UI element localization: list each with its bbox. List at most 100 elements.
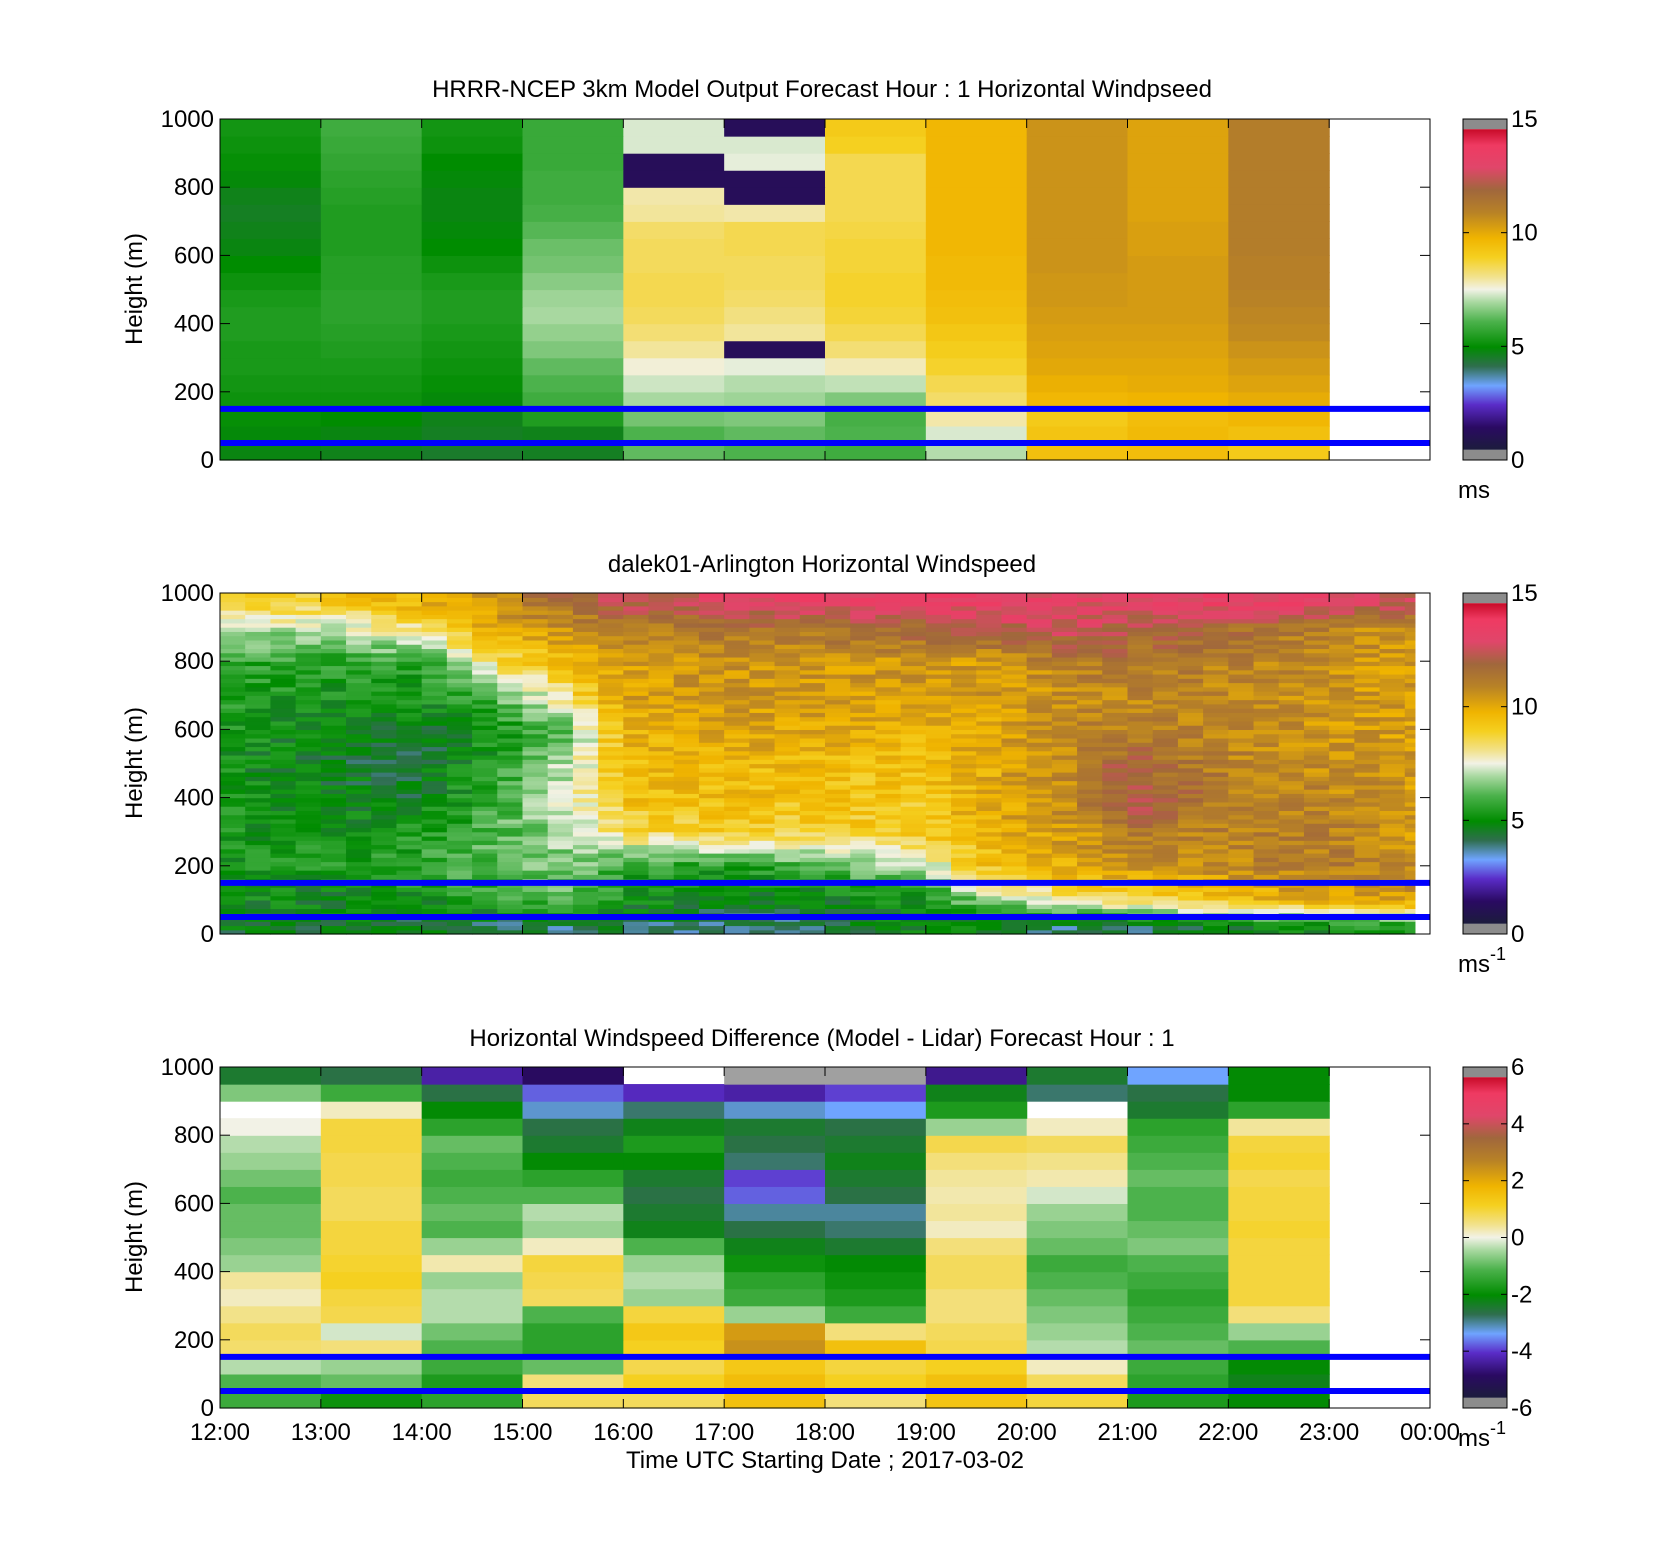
heatmap-cell <box>1278 754 1305 760</box>
heatmap-cell <box>850 627 877 632</box>
heatmap-cell <box>1404 669 1416 675</box>
heatmap-cell <box>270 695 297 701</box>
heatmap-cell <box>1102 908 1129 914</box>
heatmap-cell <box>220 1356 322 1375</box>
heatmap-cell <box>825 891 851 897</box>
heatmap-cell <box>749 835 776 841</box>
heatmap-cell <box>1102 793 1129 799</box>
heatmap-cell <box>673 759 700 765</box>
heatmap-cell <box>220 119 322 137</box>
heatmap-cell <box>1329 652 1355 658</box>
heatmap-cell <box>346 691 372 696</box>
heatmap-cell <box>724 665 750 671</box>
heatmap-cell <box>1177 708 1204 713</box>
heatmap-cell <box>799 925 826 931</box>
heatmap-cell <box>547 929 574 935</box>
heatmap-cell <box>1379 823 1406 829</box>
heatmap-cell <box>1228 1288 1330 1307</box>
heatmap-cell <box>900 661 927 667</box>
heatmap-cell <box>648 831 675 837</box>
heatmap-cell <box>623 119 725 137</box>
heatmap-cell <box>1177 865 1204 871</box>
heatmap-cell <box>1051 891 1078 897</box>
heatmap-cell <box>698 784 725 790</box>
heatmap-cell <box>1203 716 1229 722</box>
heatmap-cell <box>371 861 398 867</box>
heatmap-cell <box>472 725 498 730</box>
heatmap-cell <box>346 925 372 931</box>
heatmap-cell <box>925 669 952 675</box>
heatmap-cell <box>1228 780 1255 786</box>
heatmap-cell <box>1203 874 1229 880</box>
heatmap-cell <box>1026 925 1053 931</box>
heatmap-cell <box>522 1237 624 1256</box>
heatmap-cell <box>825 750 851 756</box>
heatmap-cell <box>1177 929 1204 935</box>
heatmap-cell <box>900 678 927 684</box>
heatmap-cell <box>295 921 322 927</box>
heatmap-cell <box>951 669 977 675</box>
heatmap-cell <box>925 593 952 598</box>
heatmap-cell <box>270 929 297 935</box>
heatmap-cell <box>925 720 952 726</box>
heatmap-cell <box>1177 789 1204 794</box>
heatmap-cell <box>522 776 549 782</box>
heatmap-cell <box>572 720 599 726</box>
heatmap-cell <box>1278 891 1305 897</box>
heatmap-cell <box>1354 925 1381 931</box>
heatmap-cell <box>1278 593 1305 598</box>
heatmap-cell <box>1329 746 1355 752</box>
heatmap-cell <box>749 870 776 875</box>
heatmap-cell <box>1127 593 1154 598</box>
heatmap-cell <box>1228 844 1255 850</box>
heatmap-cell <box>472 639 498 645</box>
heatmap-cell <box>346 904 372 910</box>
heatmap-cell <box>951 895 977 901</box>
heatmap-cell <box>850 874 877 880</box>
heatmap-cell <box>850 729 877 735</box>
heatmap-cell <box>220 716 246 722</box>
heatmap-cell <box>1329 793 1355 799</box>
heatmap-cell <box>295 929 322 935</box>
heatmap-cell <box>270 776 297 782</box>
heatmap-cell <box>396 631 423 637</box>
heatmap-cell <box>1077 712 1103 718</box>
heatmap-cell <box>346 818 372 824</box>
heatmap-cell <box>749 754 776 760</box>
heatmap-cell <box>245 605 272 611</box>
heatmap-cell <box>799 874 826 880</box>
heatmap-cell <box>320 678 347 684</box>
heatmap-cell <box>976 673 1003 679</box>
heatmap-cell <box>749 712 776 718</box>
heatmap-cell <box>825 848 851 854</box>
heatmap-cell <box>522 754 549 760</box>
colorbar-frame <box>1462 118 1508 461</box>
heatmap-cell <box>1177 767 1204 773</box>
heatmap-cell <box>1127 1305 1229 1324</box>
heatmap-cell <box>1051 673 1078 679</box>
heatmap-cell <box>698 656 725 662</box>
heatmap-cell <box>1379 789 1406 794</box>
heatmap-cell <box>673 708 700 713</box>
heatmap-cell <box>1354 725 1381 730</box>
heatmap-cell <box>1253 648 1280 654</box>
heatmap-cell <box>1379 656 1406 662</box>
heatmap-cell <box>673 793 700 799</box>
heatmap-cell <box>1404 780 1416 786</box>
heatmap-cell <box>976 857 1003 863</box>
heatmap-cell <box>1077 729 1103 735</box>
heatmap-cell <box>951 610 977 615</box>
heatmap-cell <box>749 929 776 935</box>
heatmap-cell <box>623 742 650 748</box>
heatmap-cell <box>1253 853 1280 858</box>
heatmap-cell <box>421 601 448 607</box>
heatmap-cell <box>1203 925 1229 931</box>
heatmap-cell <box>1177 925 1204 931</box>
heatmap-cell <box>1177 861 1204 867</box>
heatmap-cell <box>850 656 877 662</box>
heatmap-cell <box>724 835 750 841</box>
heatmap-cell <box>623 593 650 598</box>
heatmap-cell <box>1228 1169 1330 1187</box>
heatmap-cell <box>446 703 473 709</box>
heatmap-cell <box>925 853 952 858</box>
